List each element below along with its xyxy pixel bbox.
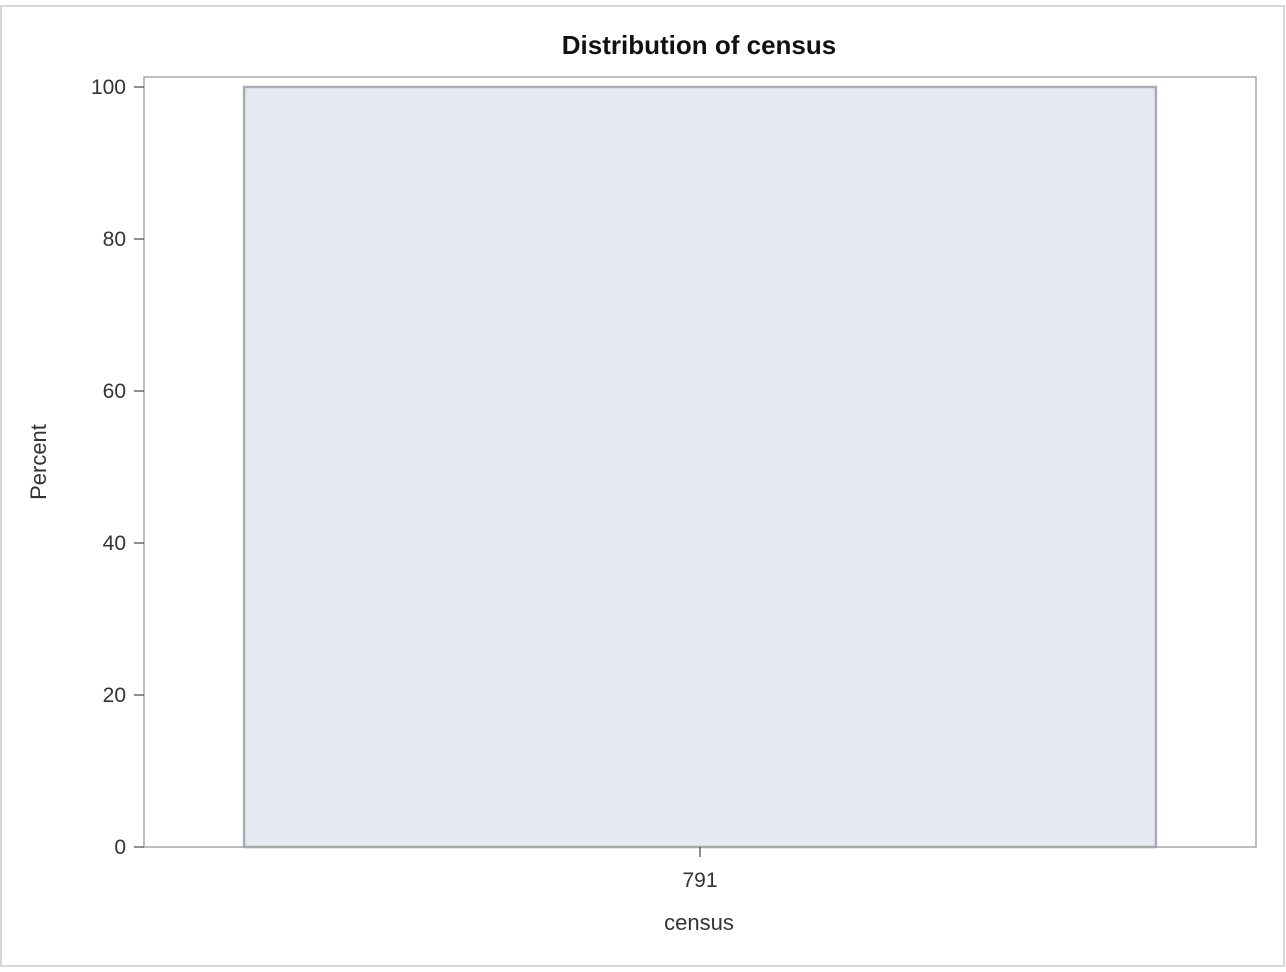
y-tick-label-100: 100 — [91, 76, 126, 99]
y-tick-label-80: 80 — [103, 228, 126, 251]
x-tick-label-791: 791 — [682, 869, 717, 892]
bar-791 — [242, 85, 1158, 849]
y-axis-label: Percent — [26, 424, 51, 500]
y-tick-label-40: 40 — [103, 532, 126, 555]
x-axis-label: census — [664, 910, 734, 935]
bars-group — [242, 85, 1158, 849]
x-axis: 791 — [682, 847, 718, 892]
y-tick-label-0: 0 — [114, 836, 126, 859]
y-tick-label-20: 20 — [103, 684, 126, 707]
chart-title: Distribution of census — [562, 30, 836, 60]
y-axis: 0 20 40 60 80 100 — [91, 76, 144, 859]
y-tick-label-60: 60 — [103, 380, 126, 403]
